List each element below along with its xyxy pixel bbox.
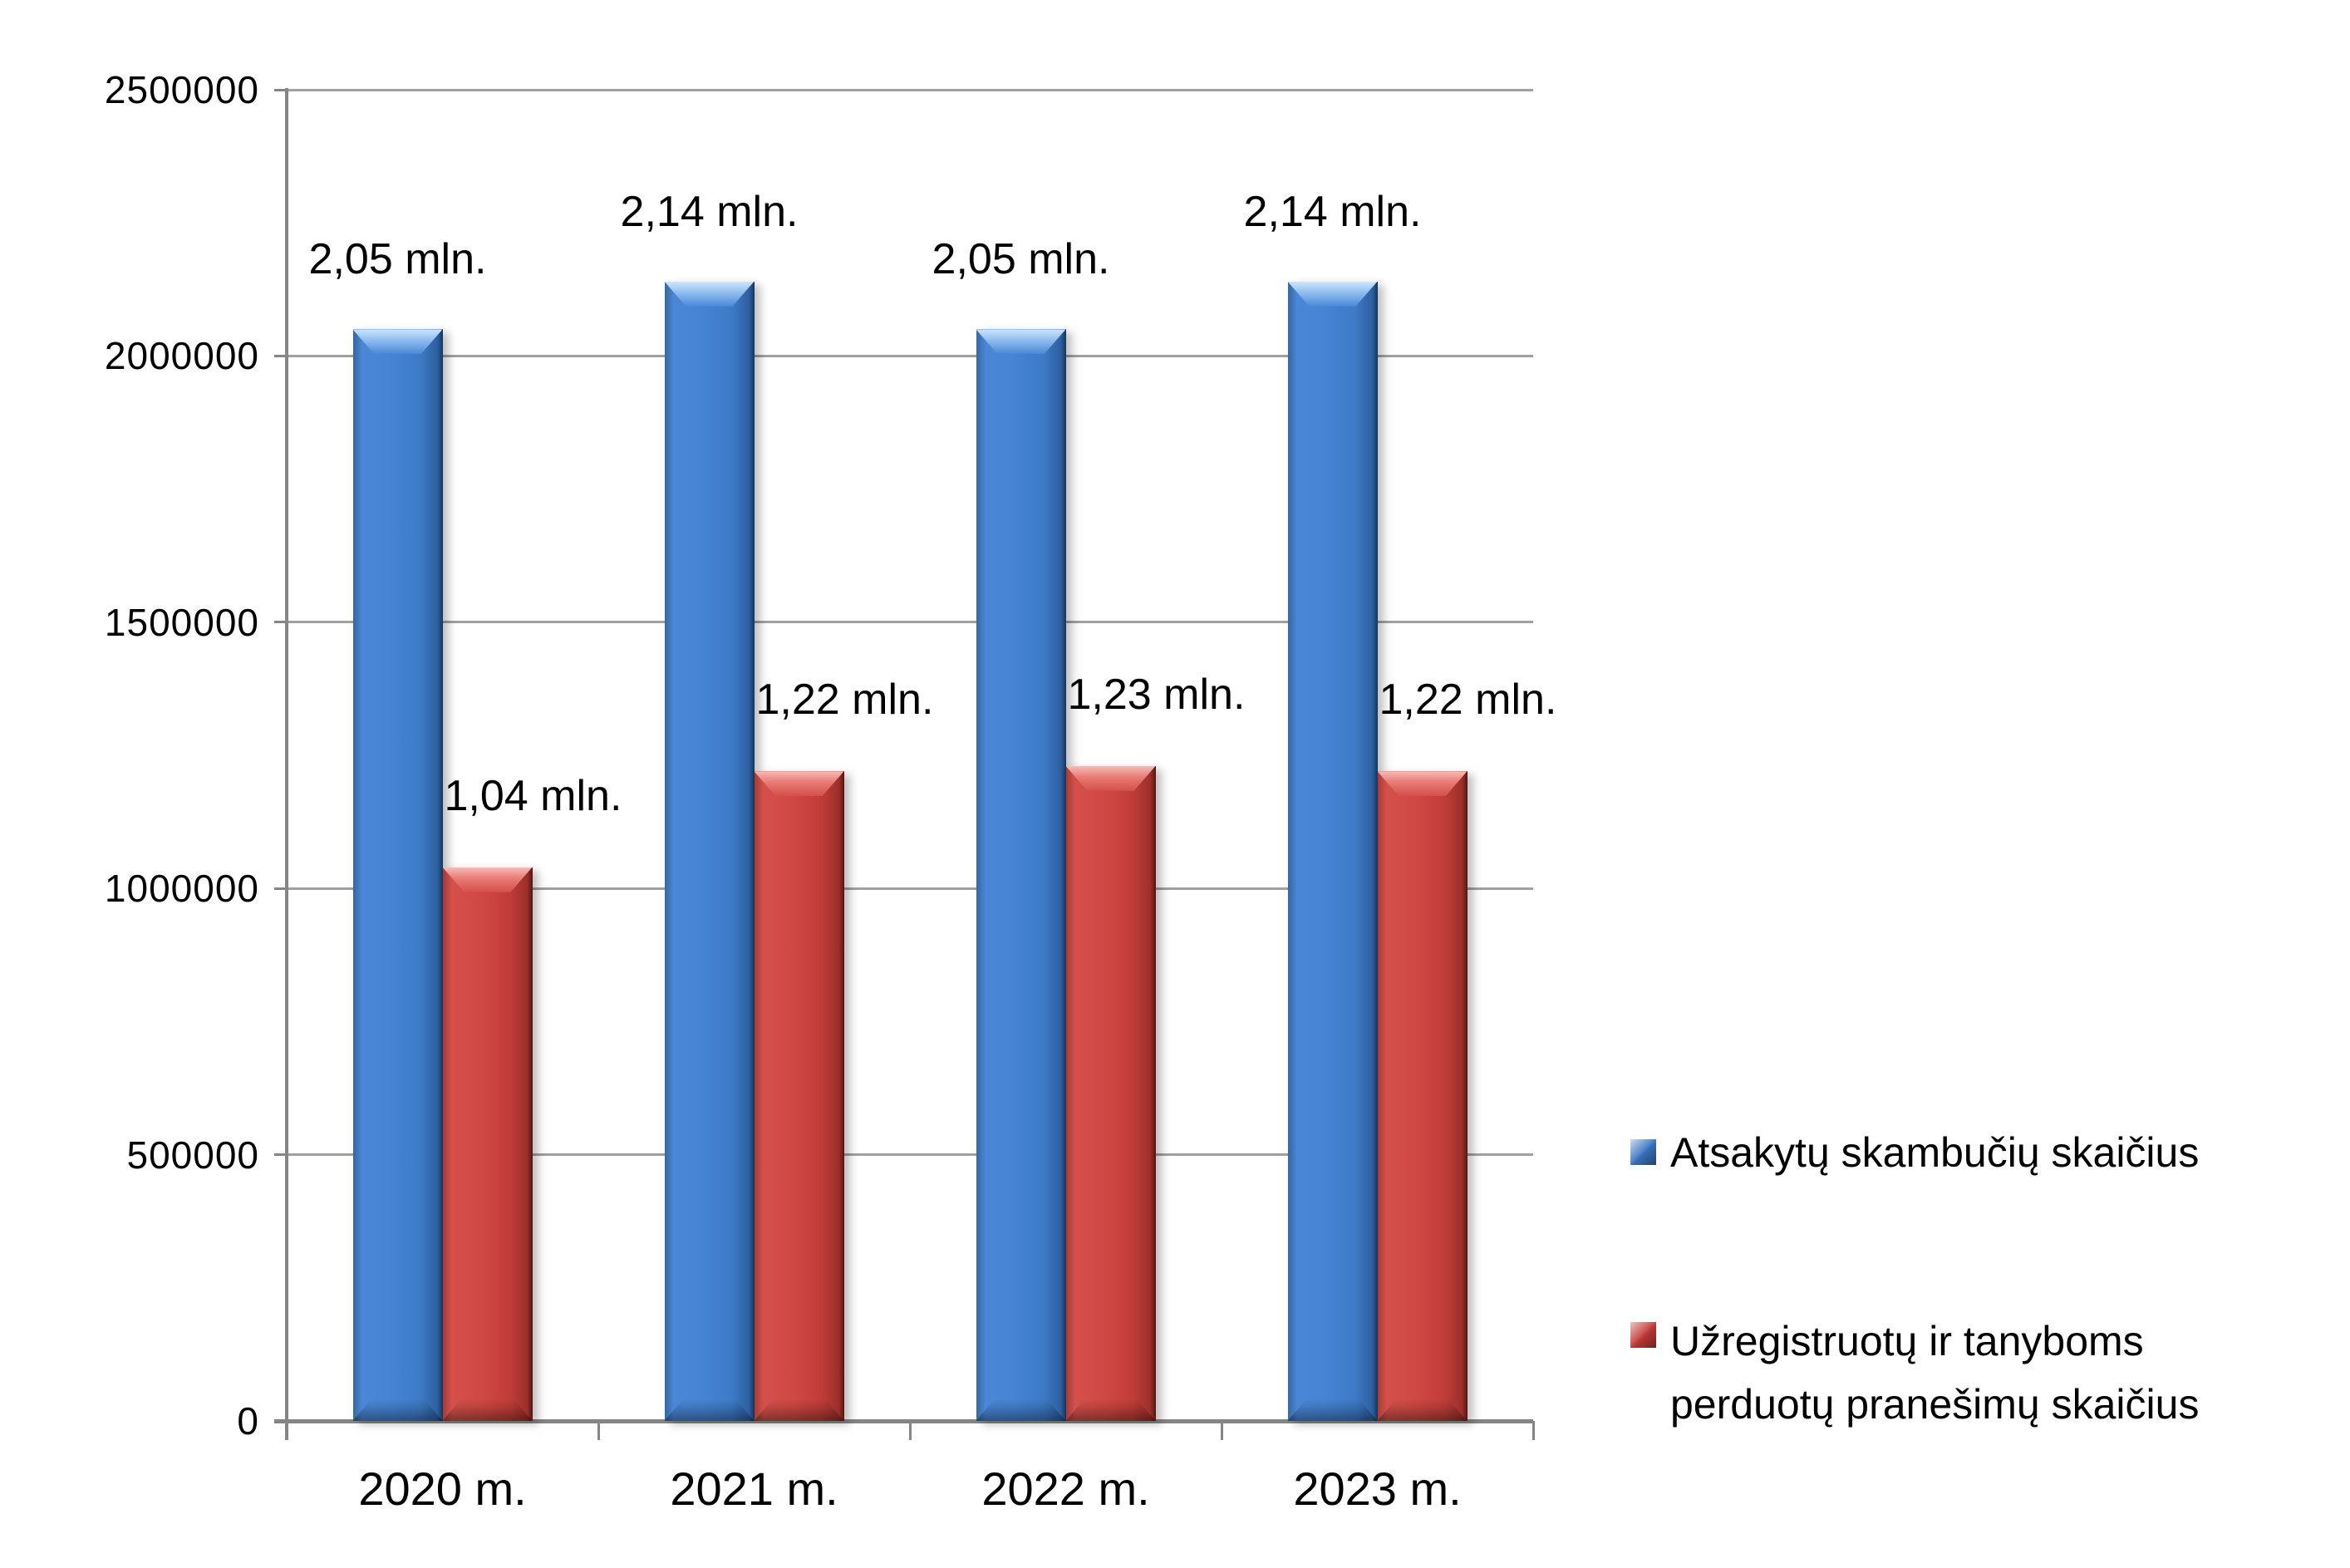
data-label-answered-calls-2022-m: 2,05 mln.	[932, 235, 1110, 284]
bar-registered-messages-2022-m	[1065, 765, 1156, 1421]
legend-label-answered-calls: Atsakytų skambučių skaičius	[1670, 1129, 2200, 1176]
x-axis-label-2020-m: 2020 m.	[358, 1462, 527, 1515]
gridline	[287, 354, 1533, 357]
legend-item-answered-calls: Atsakytų skambučių skaičius	[1630, 1127, 2199, 1178]
x-axis-label-2021-m: 2021 m.	[670, 1462, 838, 1515]
x-axis-tick	[1532, 1421, 1535, 1440]
data-label-registered-messages-2023-m: 1,22 mln.	[1379, 676, 1557, 725]
x-axis-tick	[1221, 1421, 1223, 1440]
data-label-registered-messages-2021-m: 1,22 mln.	[755, 676, 934, 725]
x-axis-line	[274, 1419, 1533, 1423]
legend-item-registered-messages: Užregistruotų ir tanyboms perduotų prane…	[1630, 1310, 2235, 1436]
y-axis-tick	[274, 887, 287, 890]
gridline	[287, 1153, 1533, 1157]
y-axis-tick-label: 2500000	[104, 68, 259, 111]
bar-answered-calls-2023-m	[1287, 281, 1378, 1421]
y-axis-tick	[274, 621, 287, 624]
data-label-answered-calls-2021-m: 2,14 mln.	[620, 187, 799, 236]
x-axis-tick	[597, 1421, 600, 1440]
data-label-answered-calls-2023-m: 2,14 mln.	[1243, 187, 1422, 236]
data-label-answered-calls-2020-m: 2,05 mln.	[308, 235, 487, 284]
y-axis-tick	[274, 88, 287, 91]
x-axis-tick	[909, 1421, 912, 1440]
legend-marker-registered-messages-icon	[1630, 1322, 1656, 1348]
y-axis-tick-label: 0	[237, 1399, 259, 1443]
gridline	[287, 621, 1533, 624]
bar-registered-messages-2021-m	[754, 771, 844, 1421]
legend-marker-answered-calls-icon	[1630, 1139, 1656, 1165]
x-axis-label-2022-m: 2022 m.	[981, 1462, 1150, 1515]
y-axis-line	[285, 88, 288, 1440]
bar-answered-calls-2022-m	[976, 329, 1066, 1421]
bar-answered-calls-2021-m	[664, 281, 755, 1421]
x-axis-tick	[286, 1421, 288, 1440]
bar-registered-messages-2023-m	[1377, 771, 1468, 1421]
bar-registered-messages-2020-m	[442, 867, 533, 1421]
y-axis-tick-label: 1000000	[104, 867, 259, 911]
bar-answered-calls-2020-m	[352, 329, 443, 1421]
legend-label-registered-messages: Užregistruotų ir tanyboms perduotų prane…	[1670, 1318, 2200, 1428]
gridline	[287, 88, 1533, 91]
x-axis-label-2023-m: 2023 m.	[1293, 1462, 1462, 1515]
y-axis-tick	[274, 1153, 287, 1157]
y-axis-tick-label: 2000000	[104, 334, 259, 378]
data-label-registered-messages-2020-m: 1,04 mln.	[444, 771, 622, 820]
y-axis-tick	[274, 354, 287, 357]
y-axis-tick-label: 1500000	[104, 600, 259, 644]
data-label-registered-messages-2022-m: 1,23 mln.	[1067, 670, 1246, 719]
y-axis-tick-label: 500000	[126, 1133, 259, 1177]
gridline	[287, 887, 1533, 890]
